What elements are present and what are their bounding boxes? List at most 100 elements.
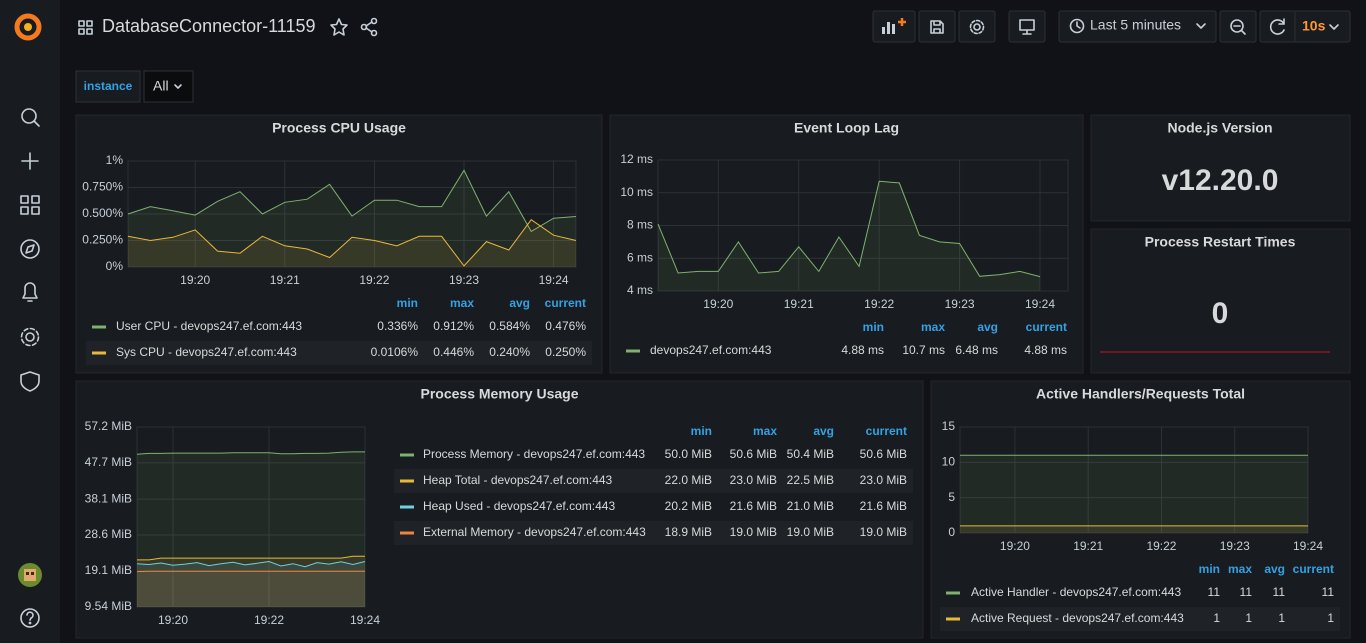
share-button[interactable] [362, 19, 377, 36]
y-tick-label: 8 ms [627, 218, 653, 232]
y-tick-label: 0.250% [82, 233, 123, 247]
legend-value: 11 [1240, 585, 1253, 599]
x-tick-label: 19:20 [180, 273, 210, 287]
legend-header: current [866, 424, 907, 438]
y-tick-label: 5 [948, 490, 955, 504]
y-tick-label: 57.2 MiB [85, 419, 132, 433]
tv-mode-button[interactable] [1009, 11, 1045, 42]
x-tick-label: 19:24 [1025, 297, 1055, 311]
y-tick-label: 9.54 MiB [85, 599, 132, 613]
panel-title: Node.js Version [1167, 120, 1272, 136]
legend-header: max [450, 296, 474, 310]
y-tick-label: 0 [948, 525, 955, 539]
legend-value: 22.5 MiB [787, 473, 834, 487]
legend-header: min [863, 320, 884, 334]
y-tick-label: 28.6 MiB [85, 527, 132, 541]
legend-value: 0.446% [433, 345, 474, 359]
x-tick-label: 19:24 [1293, 539, 1323, 553]
save-button[interactable] [919, 11, 955, 42]
legend-header: current [545, 296, 586, 310]
x-tick-label: 19:24 [350, 613, 380, 627]
x-tick-label: 19:23 [1220, 539, 1250, 553]
legend-header: min [691, 424, 712, 438]
legend-value: 19.0 MiB [730, 525, 777, 539]
legend-swatch [92, 352, 106, 355]
y-tick-label: 4 ms [627, 283, 653, 297]
panel-title: Process CPU Usage [272, 120, 406, 136]
settings-button[interactable] [959, 11, 995, 42]
legend-label: Heap Used - devops247.ef.com:443 [423, 499, 615, 513]
dashboard-title[interactable]: DatabaseConnector-11159 [102, 16, 315, 36]
x-tick-label: 19:21 [270, 273, 300, 287]
x-tick-label: 19:22 [254, 613, 284, 627]
legend-header: min [397, 296, 418, 310]
legend-value: 0.336% [377, 319, 418, 333]
legend-header: avg [509, 296, 530, 310]
star-button[interactable] [331, 19, 347, 35]
legend-header: current [1293, 562, 1334, 576]
legend-value: 19.0 MiB [787, 525, 834, 539]
y-tick-label: 47.7 MiB [85, 455, 132, 469]
legend-value: 0.584% [489, 319, 530, 333]
stat-value: v12.20.0 [1162, 164, 1279, 197]
legend-value: 50.4 MiB [787, 447, 834, 461]
legend-value: 6.48 ms [955, 343, 998, 357]
legend-value: 50.0 MiB [665, 447, 712, 461]
dashboard-grid-icon [79, 21, 92, 34]
y-tick-label: 0.500% [82, 206, 123, 220]
legend-swatch [946, 618, 960, 621]
legend-label: User CPU - devops247.ef.com:443 [116, 319, 302, 333]
legend-swatch [400, 454, 414, 457]
refresh-interval[interactable]: 10s [1302, 18, 1326, 34]
legend-label: Process Memory - devops247.ef.com:443 [423, 447, 645, 461]
y-tick-label: 38.1 MiB [85, 491, 132, 505]
x-tick-label: 19:23 [945, 297, 975, 311]
x-tick-label: 19:22 [864, 297, 894, 311]
x-tick-label: 19:24 [539, 273, 569, 287]
legend-value: 23.0 MiB [860, 473, 907, 487]
x-tick-label: 19:21 [1073, 539, 1103, 553]
legend-header: max [921, 320, 945, 334]
legend-label: External Memory - devops247.ef.com:443 [423, 525, 646, 539]
x-tick-label: 19:23 [449, 273, 479, 287]
legend-value: 21.6 MiB [730, 499, 777, 513]
legend-header: avg [813, 424, 834, 438]
x-tick-label: 19:20 [703, 297, 733, 311]
legend-value: 18.9 MiB [665, 525, 712, 539]
legend-label: Active Request - devops247.ef.com:443 [971, 611, 1184, 625]
legend-value: 1 [1278, 611, 1285, 625]
legend-swatch [400, 480, 414, 483]
legend-header: current [1026, 320, 1067, 334]
legend-label: Sys CPU - devops247.ef.com:443 [116, 345, 297, 359]
y-tick-label: 15 [942, 419, 956, 433]
legend-header: max [1228, 562, 1252, 576]
legend-value: 0.240% [489, 345, 530, 359]
y-tick-label: 6 ms [627, 250, 653, 264]
time-range: Last 5 minutes [1090, 17, 1181, 33]
y-tick-label: 12 ms [620, 152, 653, 166]
legend-label: Active Handler - devops247.ef.com:443 [971, 585, 1181, 599]
legend-value: 1 [1327, 611, 1334, 625]
legend-value: 0.476% [545, 319, 586, 333]
series-area [960, 526, 1308, 533]
legend-value: 11 [1273, 585, 1286, 599]
legend-value: 0.912% [433, 319, 474, 333]
variable-label: instance [84, 79, 133, 93]
panel-title: Process Restart Times [1145, 234, 1296, 250]
legend-header: min [1199, 562, 1220, 576]
x-tick-label: 19:22 [1146, 539, 1176, 553]
panel [610, 115, 1083, 373]
legend-header: avg [1264, 562, 1285, 576]
legend-value: 50.6 MiB [730, 447, 777, 461]
legend-value: 1 [1245, 611, 1252, 625]
legend-label: devops247.ef.com:443 [650, 343, 772, 357]
user-avatar[interactable] [18, 563, 42, 587]
variable-value: All [153, 78, 169, 94]
y-tick-label: 19.1 MiB [85, 563, 132, 577]
y-tick-label: 0% [106, 259, 124, 273]
panel-title: Active Handlers/Requests Total [1036, 386, 1245, 402]
y-tick-label: 1% [106, 153, 124, 167]
stat-value: 0 [1212, 297, 1229, 330]
legend-value: 4.88 ms [841, 343, 884, 357]
